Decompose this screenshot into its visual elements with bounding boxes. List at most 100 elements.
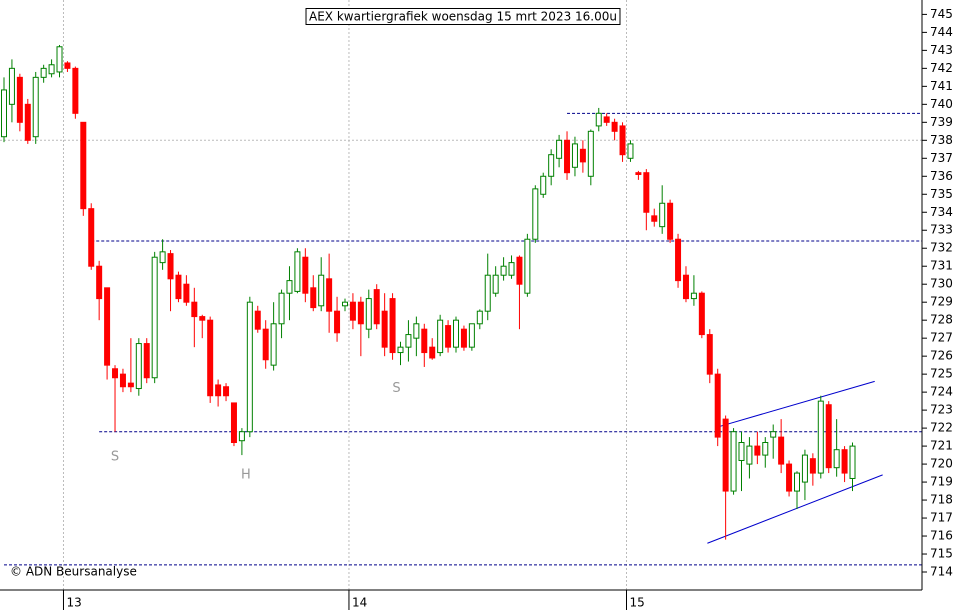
candle-body xyxy=(246,301,253,433)
candle-body xyxy=(476,310,483,325)
candle-body xyxy=(223,386,230,397)
annotation: S xyxy=(392,381,400,396)
candle-body xyxy=(238,431,245,442)
y-tick-label: 718 xyxy=(930,493,953,507)
y-tick-label: 728 xyxy=(930,313,953,327)
y-tick-label: 740 xyxy=(930,97,953,111)
candle-body xyxy=(492,274,499,294)
candle-body xyxy=(119,373,126,388)
candle-body xyxy=(532,188,539,240)
candle-body xyxy=(183,283,190,303)
candle-body xyxy=(357,301,364,325)
candle-body xyxy=(801,454,808,483)
y-tick-label: 732 xyxy=(930,241,953,255)
candle-body xyxy=(540,175,547,195)
candle-body xyxy=(72,67,79,114)
candle-body xyxy=(381,310,388,348)
candle-body xyxy=(262,328,269,361)
candle-body xyxy=(40,67,47,78)
candle-body xyxy=(365,298,372,330)
candle-body xyxy=(587,130,594,177)
candle-body xyxy=(437,319,444,354)
candle-body xyxy=(825,404,832,469)
plot-area: S H S xyxy=(0,0,922,590)
candle-body xyxy=(778,436,785,465)
candle-body xyxy=(746,445,753,465)
candle-body xyxy=(643,172,650,213)
candle-body xyxy=(96,265,103,300)
candle-body xyxy=(48,64,55,75)
candle-body xyxy=(112,368,119,379)
candle-body xyxy=(421,328,428,354)
candle-body xyxy=(579,148,586,163)
x-tick-label: 14 xyxy=(352,596,367,610)
y-tick-label: 724 xyxy=(930,385,953,399)
candle-body xyxy=(786,463,793,492)
candle-body xyxy=(635,172,642,175)
candle-body xyxy=(135,343,142,390)
candle-body xyxy=(651,215,658,222)
y-tick-label: 719 xyxy=(930,475,953,489)
candle-body xyxy=(318,274,325,307)
candle-body xyxy=(445,325,452,348)
candle-body xyxy=(619,125,626,156)
x-tick-label: 15 xyxy=(630,596,645,610)
candle-body xyxy=(714,373,721,438)
candle-body xyxy=(770,431,777,438)
candle-body xyxy=(175,274,182,300)
candle-body xyxy=(191,301,198,318)
candle-body xyxy=(143,343,150,379)
candle-body xyxy=(334,310,341,334)
candle-body xyxy=(80,121,87,210)
candle-body xyxy=(675,238,682,282)
candle-body xyxy=(207,319,214,397)
candle-body xyxy=(564,139,571,174)
candle-body xyxy=(516,256,523,285)
annotation: H xyxy=(241,467,251,482)
y-tick-label: 737 xyxy=(930,151,953,165)
candle-body xyxy=(199,316,206,321)
y-tick-label: 725 xyxy=(930,367,953,381)
candle-body xyxy=(56,46,63,73)
candle-body xyxy=(294,251,301,292)
candle-body xyxy=(349,301,356,321)
trend-line xyxy=(707,474,883,544)
candle-body xyxy=(104,287,111,366)
candle-body xyxy=(127,382,134,388)
y-tick-label: 736 xyxy=(930,169,953,183)
candle-body xyxy=(667,202,674,240)
candle-body xyxy=(413,323,420,339)
candle-body xyxy=(373,289,380,325)
candle-body xyxy=(548,154,555,177)
candle-body xyxy=(762,442,769,456)
candle-body xyxy=(706,334,713,375)
candle-body xyxy=(32,76,39,138)
y-tick-label: 735 xyxy=(930,187,953,201)
candle-body xyxy=(215,384,222,397)
y-tick-label: 721 xyxy=(930,439,953,453)
y-tick-label: 726 xyxy=(930,349,953,363)
y-tick-label: 716 xyxy=(930,529,953,543)
y-tick-label: 722 xyxy=(930,421,953,435)
candle-body xyxy=(809,458,816,474)
candle-body xyxy=(151,256,158,379)
candle-body xyxy=(8,67,15,105)
copyright: © ADN Beursanalyse xyxy=(10,565,137,579)
candle-body xyxy=(611,121,618,132)
y-tick-label: 744 xyxy=(930,25,953,39)
candle-body xyxy=(397,346,404,354)
candle-body xyxy=(429,346,436,359)
candle-body xyxy=(603,116,610,123)
candle-body xyxy=(849,445,856,479)
y-tick-label: 741 xyxy=(930,79,953,93)
candle-body xyxy=(730,431,737,492)
candle-body xyxy=(508,262,515,276)
candle-body xyxy=(302,256,309,294)
candle-body xyxy=(286,280,293,294)
y-tick-label: 742 xyxy=(930,61,953,75)
x-tick-label: 13 xyxy=(66,596,81,610)
candle-body xyxy=(278,292,285,325)
chart-title: AEX kwartiergrafiek woensdag 15 mrt 2023… xyxy=(309,10,617,24)
candle-body xyxy=(500,265,507,276)
